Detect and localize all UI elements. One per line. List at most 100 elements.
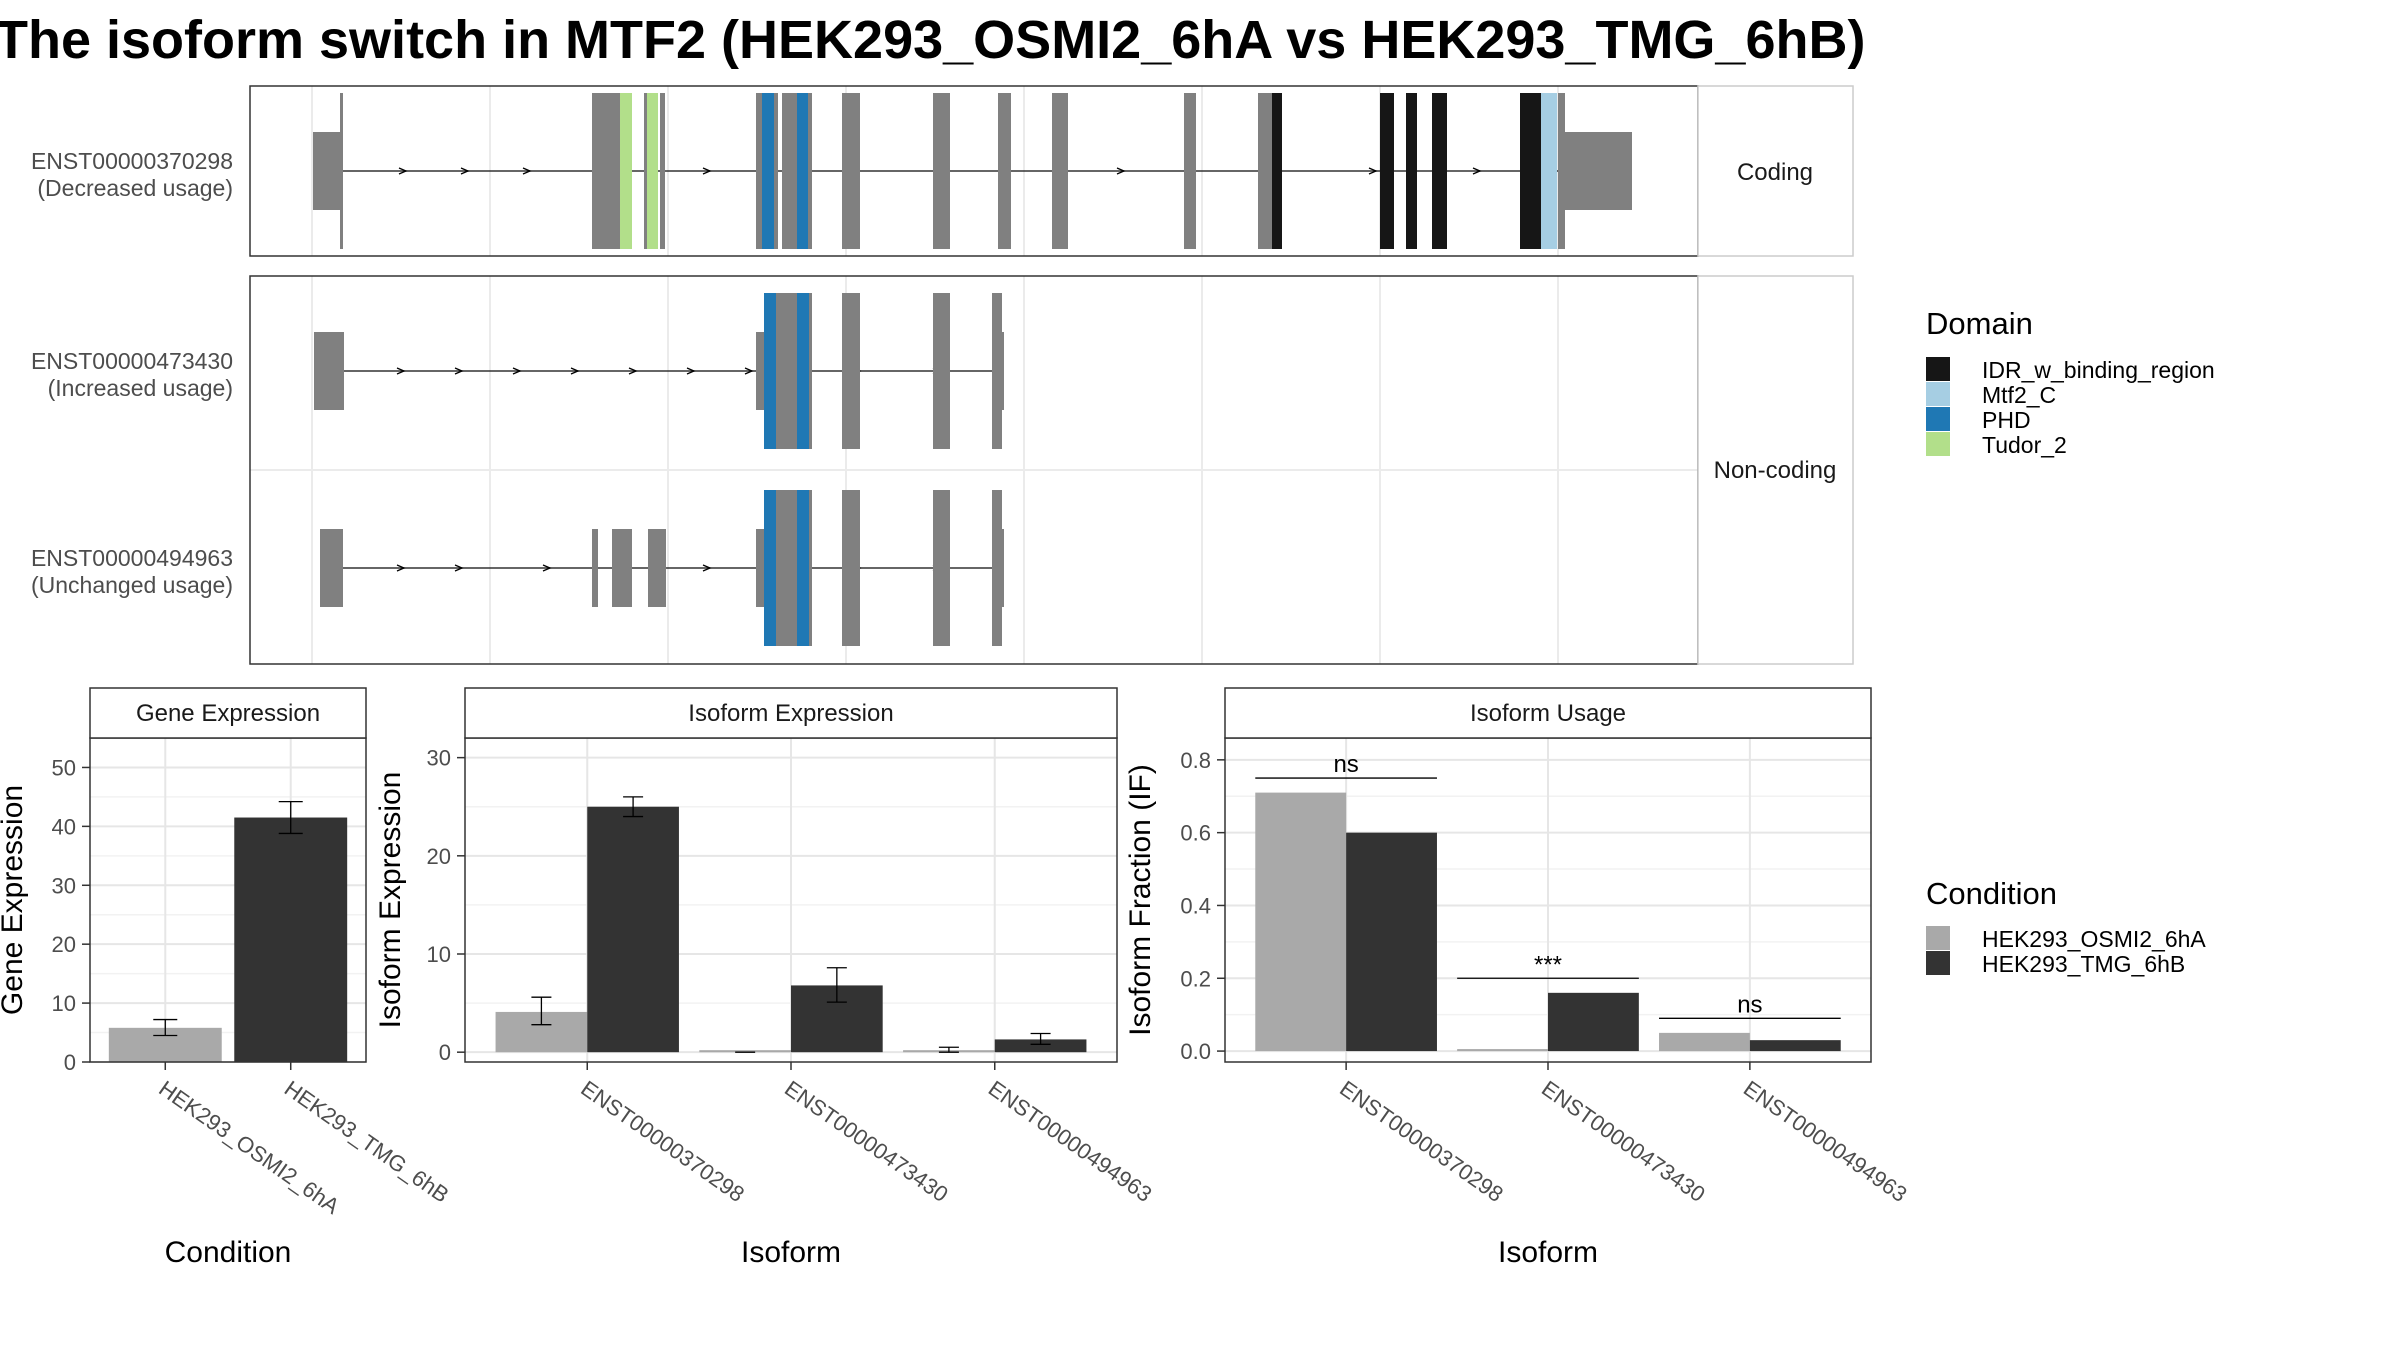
transcript-id-label: ENST00000494963 — [31, 545, 233, 571]
intron-arrow — [460, 167, 470, 175]
bar-hek293-tmg-6hb — [1749, 1040, 1841, 1052]
transcript-usage-label: (Increased usage) — [48, 375, 233, 401]
facet-strip — [89, 687, 367, 739]
x-tick-label: ENST00000370298 — [576, 1076, 749, 1207]
domain-idr — [1520, 93, 1530, 249]
facet-label-coding: Coding — [1737, 159, 1813, 186]
intron-arrow — [628, 367, 638, 375]
y-tick-label: 0.8 — [1180, 748, 1211, 773]
error-bar — [938, 1046, 959, 1053]
utr-block — [1565, 132, 1632, 210]
significance-label: ns — [1333, 751, 1358, 778]
legend-title-condition: Condition — [1926, 876, 2057, 911]
x-tick-label: ENST00000473430 — [780, 1076, 953, 1207]
legend-label-mtf2-c: Mtf2_C — [1982, 382, 2056, 408]
intron-arrow — [702, 167, 712, 175]
exon — [842, 93, 860, 249]
legend-label-hek293-tmg-6hb: HEK293_TMG_6hB — [1982, 951, 2185, 977]
y-axis-title: Gene Expression — [0, 785, 29, 1015]
legend-key-tudor-2 — [1926, 432, 1950, 456]
legend-key-hek293-osmi2-6ha — [1926, 926, 1950, 950]
bar-hek293-osmi2-6ha — [699, 1050, 791, 1053]
transcript-usage-label: (Unchanged usage) — [31, 572, 233, 598]
x-tick-label: ENST00000473430 — [1537, 1076, 1710, 1207]
transcript-structure-panel: Coding Non-coding ENST00000370298(Decrease… — [31, 85, 1854, 665]
exon — [777, 490, 797, 646]
intron-arrow — [1116, 167, 1126, 175]
exon — [933, 490, 950, 646]
domain-tudor2 — [620, 93, 632, 249]
error-bar — [531, 996, 552, 1026]
y-tick-label: 0 — [64, 1050, 76, 1075]
exon — [648, 529, 666, 607]
y-axis-title: Isoform Expression — [374, 772, 407, 1029]
domain-idr — [1530, 93, 1541, 249]
x-axis-title: Isoform — [1498, 1236, 1598, 1269]
exon — [1258, 93, 1272, 249]
domain-phd — [797, 490, 809, 646]
significance-label: ns — [1737, 991, 1762, 1018]
exon — [933, 93, 950, 249]
bar-hek293-tmg-6hb — [1548, 992, 1639, 1052]
error-bar — [153, 1018, 178, 1037]
intron-arrow — [454, 564, 464, 572]
exon — [992, 293, 1002, 449]
exon — [777, 293, 797, 449]
intron-arrow — [396, 367, 406, 375]
x-tick-label: ENST00000370298 — [1335, 1076, 1508, 1207]
transcript-id-label: ENST00000473430 — [31, 348, 233, 374]
domain-idr — [1432, 93, 1447, 249]
legend-key-hek293-tmg-6hb — [1926, 951, 1950, 975]
legend-title-domain: Domain — [1926, 306, 2033, 341]
exon — [842, 293, 860, 449]
exon — [992, 490, 1002, 646]
y-tick-label: 20 — [52, 932, 76, 957]
intron-arrow — [522, 167, 532, 175]
legend-key-idr-w-binding-region — [1926, 357, 1950, 381]
x-axis-title: Condition — [165, 1236, 292, 1269]
intron-arrow — [398, 167, 408, 175]
legend-key-mtf2-c — [1926, 382, 1950, 406]
exon — [340, 93, 343, 249]
domain-idr — [1406, 93, 1417, 249]
domain-idr — [1380, 93, 1394, 249]
facet-strip-coding — [1697, 85, 1854, 257]
utr-block — [314, 332, 344, 410]
exon — [842, 490, 860, 646]
exon — [1000, 332, 1004, 410]
intron-arrow — [454, 367, 464, 375]
exon — [756, 529, 764, 607]
y-tick-label: 50 — [52, 755, 76, 780]
domain-phd — [764, 490, 776, 646]
exon — [612, 529, 632, 607]
bar-hek293-osmi2-6ha — [1255, 792, 1347, 1052]
bar-hek293-osmi2-6ha — [1659, 1032, 1750, 1052]
y-tick-label: 0.2 — [1180, 966, 1211, 991]
intron-arrow — [570, 367, 580, 375]
exon — [1000, 529, 1004, 607]
y-tick-label: 10 — [52, 991, 76, 1016]
legend-label-tudor-2: Tudor_2 — [1982, 432, 2067, 458]
transcript-id-label: ENST00000370298 — [31, 148, 233, 174]
exon — [998, 93, 1011, 249]
error-bar — [1030, 1032, 1051, 1045]
chart-title: Gene Expression — [136, 700, 320, 727]
intron-arrow — [702, 564, 712, 572]
exon — [1052, 93, 1068, 249]
figure-title: The isoform switch in MTF2 (HEK293_OSMI2… — [0, 10, 1865, 70]
domain-idr — [1272, 93, 1282, 249]
intron-arrow — [744, 367, 754, 375]
facet-strip — [464, 687, 1118, 739]
transcript-usage-label: (Decreased usage) — [37, 175, 233, 201]
chart-title: Isoform Expression — [688, 700, 893, 727]
exon — [1184, 93, 1196, 249]
legend-key-phd — [1926, 407, 1950, 431]
bar-charts: Gene Expression01020304050HEK293_OSMI2_6… — [0, 687, 1912, 1269]
x-tick-label: ENST00000494963 — [984, 1076, 1157, 1207]
intron-arrow — [1368, 167, 1378, 175]
legend-label-hek293-osmi2-6ha: HEK293_OSMI2_6hA — [1982, 926, 2206, 952]
exon — [592, 529, 598, 607]
legends: Domain IDR_w_binding_regionMtf2_CPHDTudor… — [1926, 306, 2215, 977]
y-tick-label: 30 — [427, 746, 451, 771]
